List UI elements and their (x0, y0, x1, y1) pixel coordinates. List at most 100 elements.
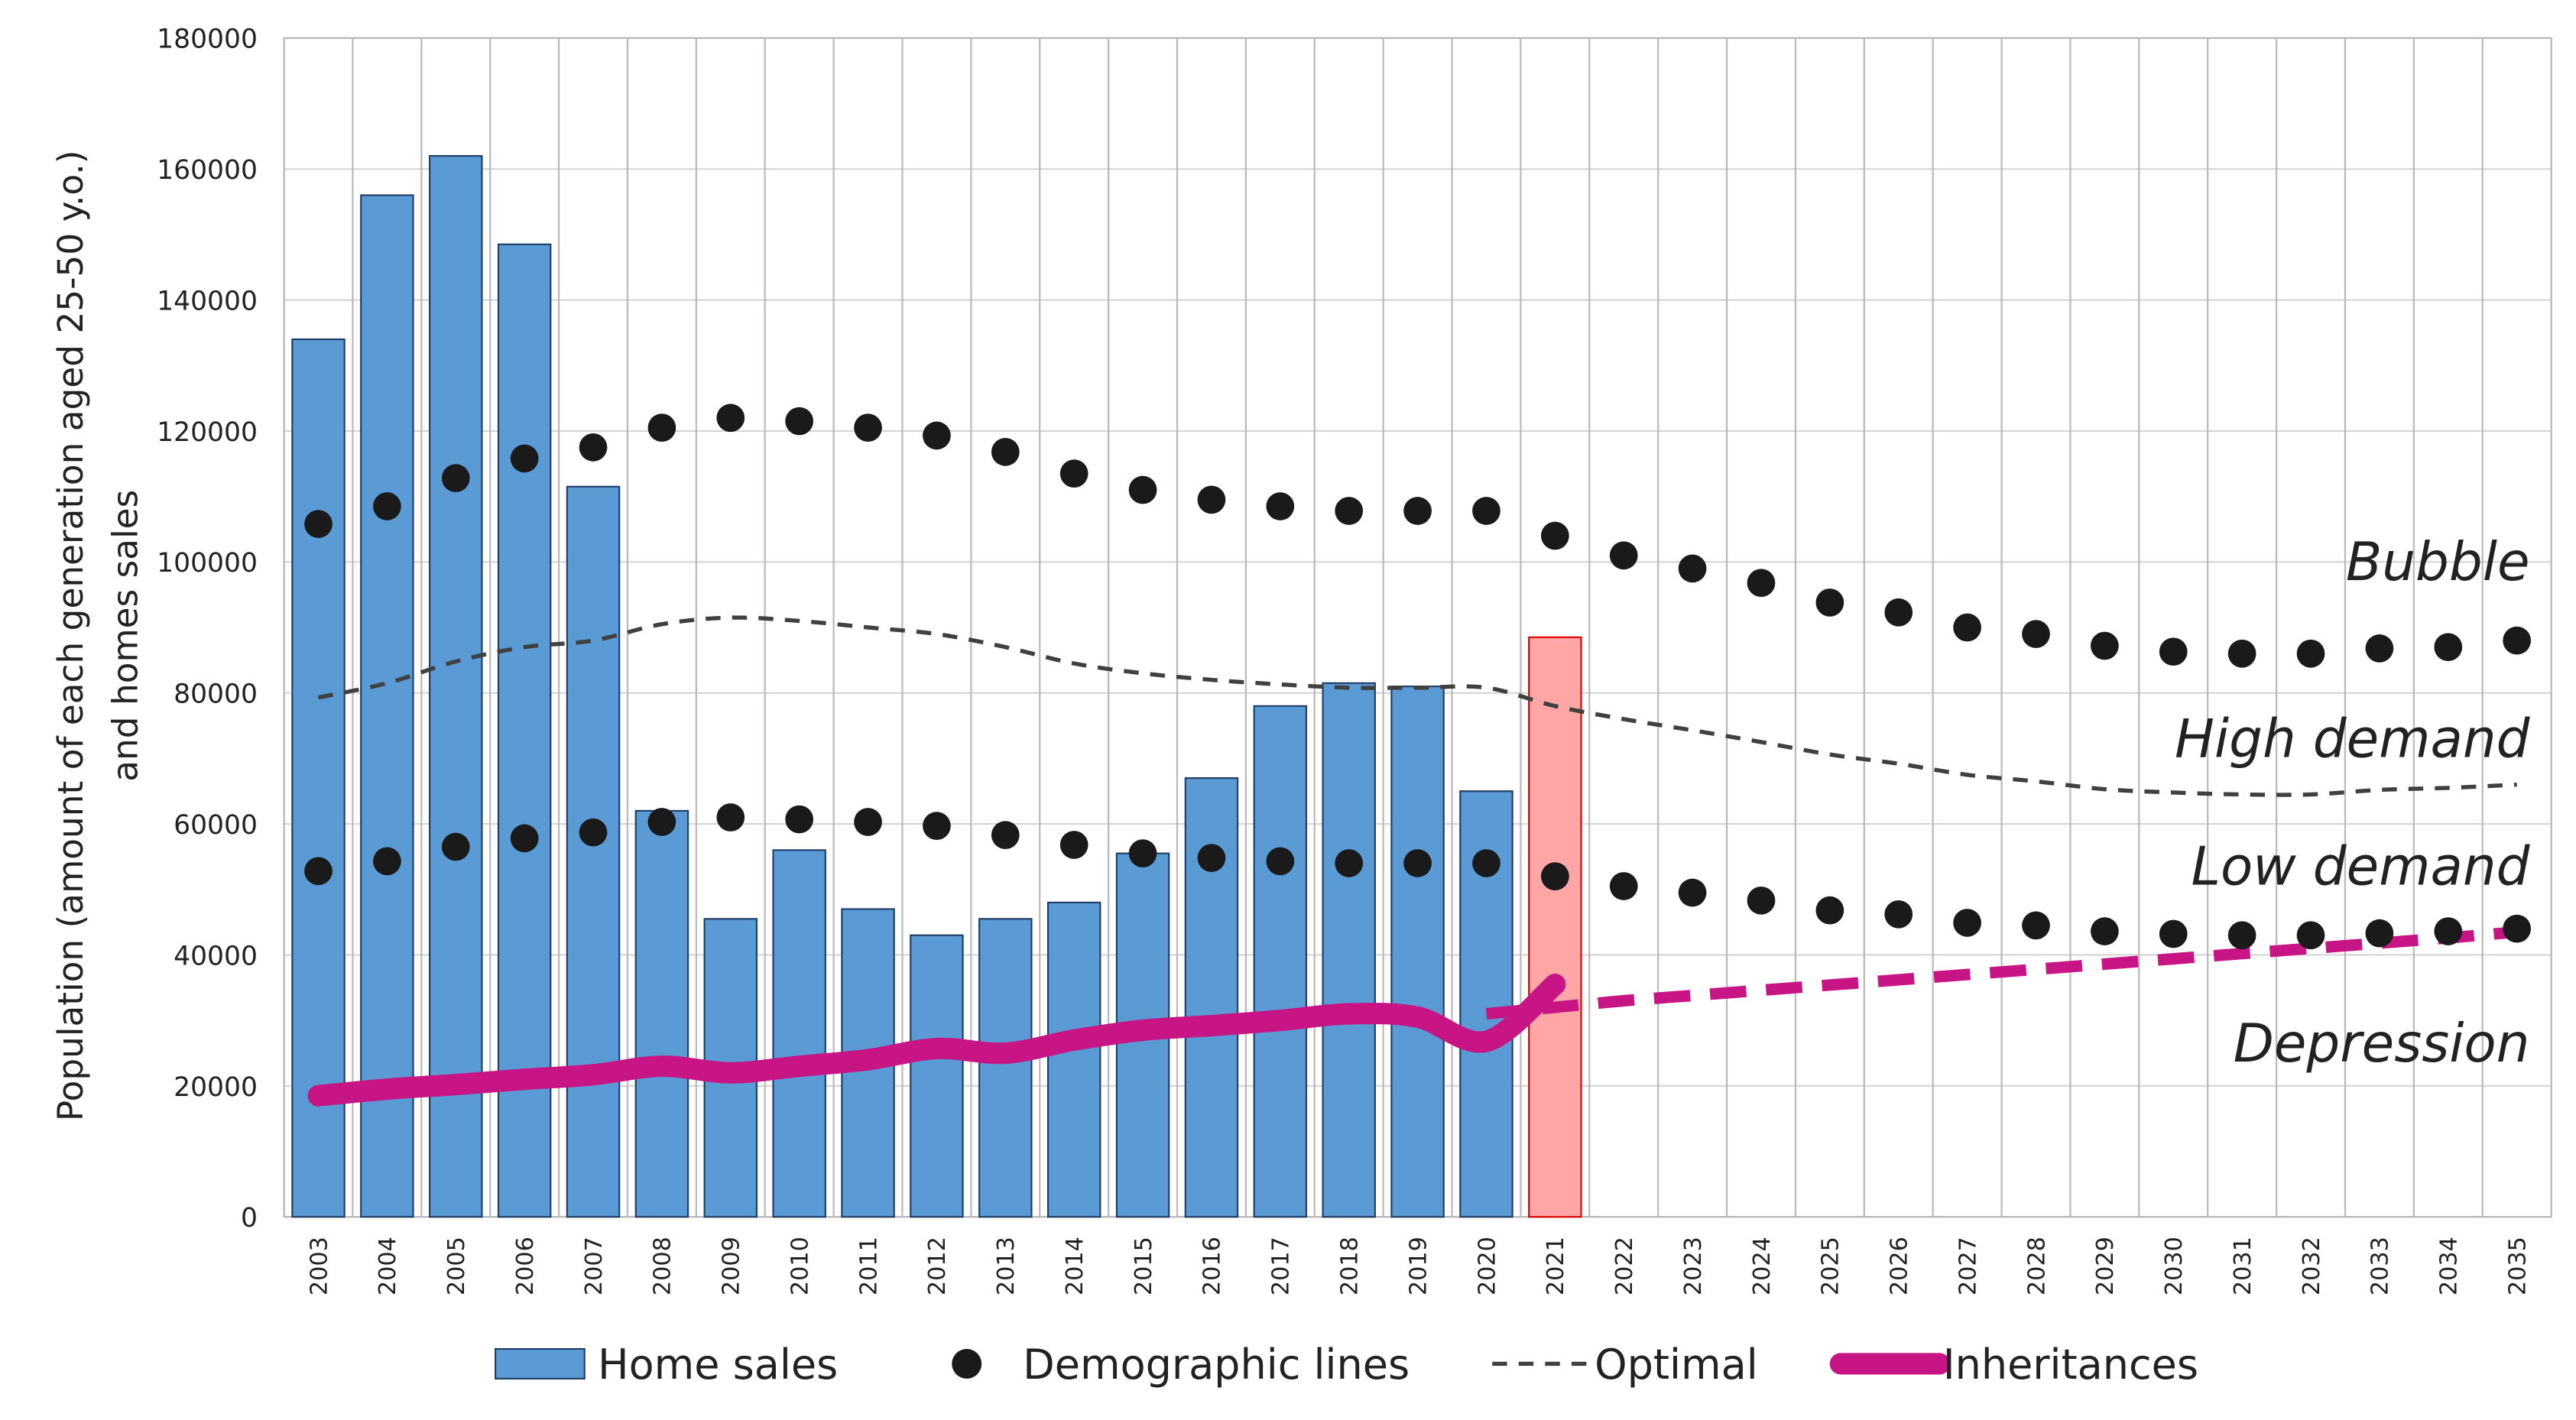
demographic-dot (1335, 497, 1364, 525)
demographic-dot (1609, 541, 1638, 570)
demographic-dot (1540, 521, 1569, 550)
demographic-dot (2227, 921, 2256, 950)
x-tick-label: 2031 (2230, 1237, 2256, 1295)
demographic-dot (441, 832, 470, 861)
demographic-dot (2503, 914, 2532, 943)
bar (978, 918, 1033, 1218)
demographic-dot (1197, 485, 1226, 514)
demographic-dot (304, 857, 333, 886)
demographic-dot (1266, 847, 1295, 876)
demographic-dot (854, 808, 882, 836)
x-tick-label: 2014 (1062, 1237, 1088, 1295)
demographic-dot (1403, 849, 1432, 877)
x-tick-label: 2023 (1680, 1237, 1707, 1295)
x-tick-label: 2011 (855, 1237, 882, 1295)
demographic-dot (1472, 497, 1501, 525)
y-tick-label: 120000 (157, 417, 258, 448)
legend-label: Optimal (1595, 1341, 1758, 1389)
demographic-dot (510, 824, 539, 853)
bar (1528, 636, 1582, 1218)
demographic-dot (785, 407, 814, 436)
demographic-dot (1128, 839, 1157, 867)
x-tick-label: 2021 (1543, 1237, 1569, 1295)
x-tick-label: 2022 (1611, 1237, 1638, 1295)
x-tick-label: 2013 (993, 1237, 1020, 1295)
demographic-dot (1678, 554, 1707, 583)
demographic-dot (1747, 569, 1776, 598)
bar (497, 243, 552, 1218)
x-tick-label: 2006 (512, 1237, 539, 1295)
legend-swatch (494, 1347, 586, 1379)
line-series (1485, 926, 2518, 1020)
demographic-dot (373, 847, 401, 876)
x-tick-label: 2010 (787, 1237, 813, 1295)
demographic-dot (2091, 917, 2119, 945)
x-tick-label: 2020 (1474, 1237, 1501, 1295)
demographic-dot (1266, 492, 1295, 520)
legend-swatch (952, 1349, 982, 1379)
bar (1184, 776, 1239, 1218)
demographic-dot (923, 812, 951, 840)
x-tick-label: 2028 (2023, 1237, 2050, 1295)
demographic-dot (785, 805, 814, 834)
demographic-dot (2296, 639, 2325, 668)
demographic-dot (1953, 909, 1981, 937)
demographic-dot (2296, 921, 2325, 950)
legend-label: Home sales (598, 1341, 838, 1389)
x-tick-label: 2026 (1887, 1237, 1913, 1295)
demographic-dot (2022, 620, 2050, 648)
demographic-dot (1472, 849, 1501, 877)
annotation: High demand (2175, 708, 2531, 770)
demographic-dot (2434, 917, 2463, 945)
demographic-dot (1403, 497, 1432, 525)
demographic-dot (1747, 886, 1776, 915)
demographic-dot (1609, 872, 1638, 900)
demographic-dot (716, 404, 745, 433)
demographic-dot (2227, 639, 2256, 668)
demographic-dot (2159, 919, 2188, 948)
demographic-dot (2091, 631, 2119, 660)
x-tick-label: 2019 (1405, 1237, 1432, 1295)
x-tick-label: 2005 (443, 1237, 470, 1295)
demographic-dot (1540, 862, 1569, 890)
x-tick-label: 2017 (1268, 1237, 1295, 1295)
demographic-dot (579, 433, 608, 462)
demographic-dot (2159, 637, 2188, 666)
demographic-dot (647, 808, 676, 836)
demographic-dot (1335, 849, 1364, 877)
annotation: Depression (2234, 1013, 2530, 1075)
y-tick-label: 80000 (174, 679, 258, 710)
demographic-dot (579, 818, 608, 847)
bar (1390, 686, 1445, 1218)
demographic-dot (2365, 634, 2394, 663)
x-tick-label: 2018 (1337, 1237, 1364, 1295)
y-axis-title: Population (amount of each generation ag… (50, 150, 91, 1121)
demographic-dot (1059, 459, 1088, 488)
legend-label: Demographic lines (1023, 1341, 1410, 1389)
x-tick-label: 2012 (924, 1237, 951, 1295)
demographic-dot (716, 803, 745, 832)
demographic-dot (1128, 475, 1157, 504)
bar (1322, 682, 1376, 1218)
demographic-dot (991, 821, 1020, 849)
line-series (307, 973, 1566, 1107)
x-tick-label: 2024 (1749, 1237, 1776, 1295)
y-tick-label: 40000 (174, 941, 258, 971)
bar (291, 338, 346, 1218)
y-tick-label: 140000 (157, 286, 258, 316)
bar (360, 194, 414, 1218)
demographic-dot (304, 510, 333, 538)
line-series (317, 615, 2517, 797)
demographic-dot (2365, 919, 2394, 948)
demographic-dot (923, 421, 951, 450)
x-tick-label: 2008 (650, 1237, 676, 1295)
x-tick-label: 2007 (581, 1237, 608, 1295)
x-tick-label: 2034 (2436, 1237, 2463, 1295)
demographic-dot (441, 464, 470, 492)
bar (910, 934, 964, 1218)
demographic-dot (991, 437, 1020, 466)
demographic-dot (1059, 831, 1088, 859)
y-tick-label: 100000 (157, 548, 258, 579)
y-tick-label: 60000 (174, 810, 258, 841)
